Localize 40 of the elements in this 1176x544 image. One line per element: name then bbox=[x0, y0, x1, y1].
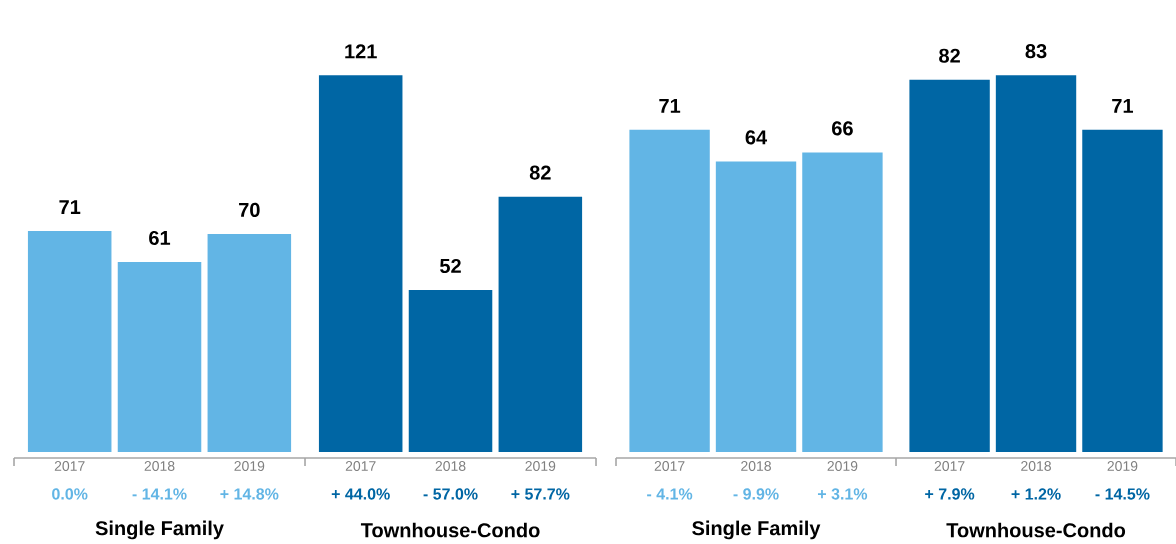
data-label: 71 bbox=[1112, 98, 1134, 113]
text: Townhouse-Condo bbox=[360, 522, 540, 538]
data-label: 82 bbox=[529, 165, 551, 180]
data-label: 61 bbox=[149, 230, 171, 246]
data-label: 71 bbox=[659, 98, 681, 113]
text: 0.0% bbox=[52, 488, 88, 500]
text: - 14.1% bbox=[132, 488, 187, 500]
x-tick-label: 2018 bbox=[144, 461, 175, 471]
text: Single Family bbox=[692, 520, 821, 540]
data-label: 52 bbox=[440, 258, 461, 274]
x-tick-label: 2019 bbox=[234, 461, 265, 471]
data-label: 82 bbox=[939, 48, 960, 63]
text: Townhouse-Condo bbox=[946, 522, 1126, 538]
text: - 57.0% bbox=[423, 488, 478, 500]
x-tick-label: 2017 bbox=[654, 461, 685, 471]
x-tick-label: 2017 bbox=[345, 461, 376, 471]
data-label: 70 bbox=[239, 202, 260, 218]
text: + 3.1% bbox=[817, 488, 868, 500]
data-label: 121 bbox=[345, 44, 377, 59]
data-label: 64 bbox=[745, 130, 768, 145]
x-tick-label: 2019 bbox=[827, 461, 858, 471]
text: + 1.2% bbox=[1011, 488, 1061, 500]
text: + 44.0% bbox=[331, 488, 390, 500]
text: - 14.5% bbox=[1095, 488, 1150, 500]
text: - 4.1% bbox=[647, 488, 693, 500]
data-label: 83 bbox=[1025, 44, 1047, 59]
x-tick-label: 2019 bbox=[525, 461, 556, 471]
x-tick-label: 2019 bbox=[1107, 461, 1138, 471]
data-label: 71 bbox=[59, 200, 81, 214]
x-tick-label: 2017 bbox=[54, 461, 85, 471]
text: + 7.9% bbox=[925, 488, 975, 500]
x-tick-label: 2018 bbox=[1021, 461, 1051, 471]
data-label: 66 bbox=[832, 121, 853, 136]
x-tick-label: 2018 bbox=[435, 461, 466, 471]
text: Single Family bbox=[95, 520, 224, 540]
text: + 14.8% bbox=[220, 488, 279, 500]
text: + 57.7% bbox=[511, 488, 570, 500]
x-tick-label: 2017 bbox=[934, 461, 965, 471]
text: - 9.9% bbox=[733, 488, 779, 500]
x-tick-label: 2018 bbox=[741, 461, 771, 471]
